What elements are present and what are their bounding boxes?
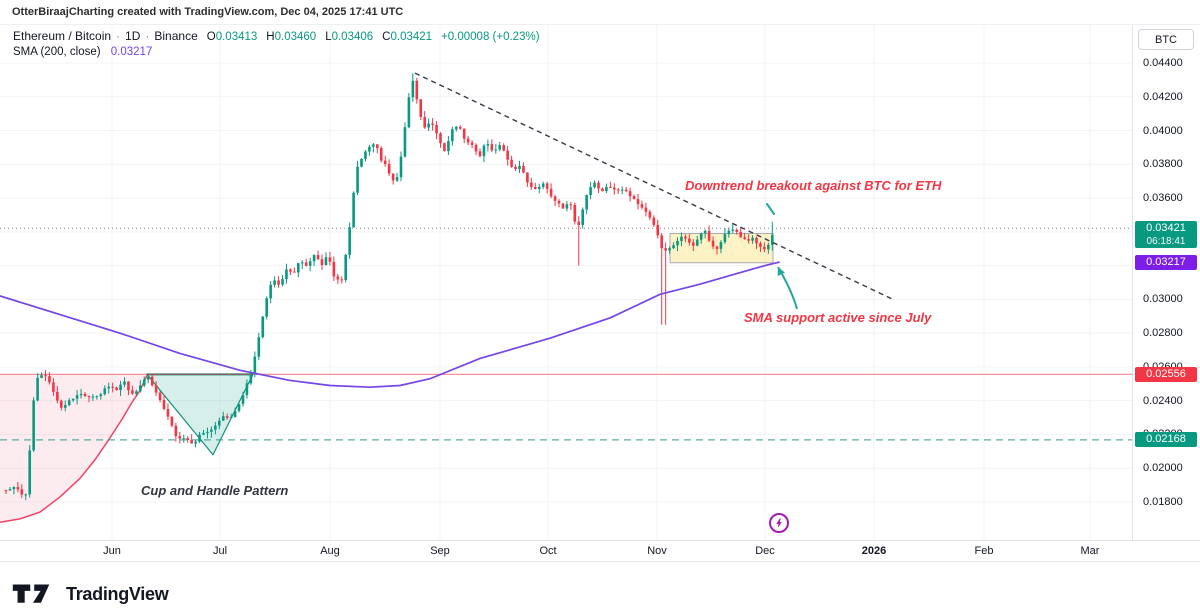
price-tick: 0.02400 <box>1143 394 1183 407</box>
ohlc-pair: H0.03460 <box>266 31 317 43</box>
price-tick: 0.04400 <box>1143 57 1183 69</box>
symbol-legend-row[interactable]: Ethereum / Bitcoin · 1D · Binance O0.03413 H0.… <box>13 29 540 43</box>
sma-value-badge: 0.03217 <box>1135 255 1197 271</box>
indicator-legend-row[interactable]: SMA (200, close) 0.03217 <box>13 46 540 58</box>
price-tick: 0.03800 <box>1143 158 1183 171</box>
downtrend-breakout-label[interactable]: Downtrend breakout against BTC for ETH <box>685 178 942 193</box>
time-axis-label: Jun <box>103 545 121 557</box>
lightning-bolt-icon <box>776 518 782 528</box>
indicator-name[interactable]: SMA (200, close) <box>13 46 101 58</box>
price-tick: 0.04000 <box>1143 124 1183 137</box>
brand-name[interactable]: TradingView <box>66 583 169 604</box>
ohlc-pair: O0.03413 <box>206 31 258 43</box>
time-axis[interactable]: Jun Jul Aug Sep Oct Nov Dec 2026 Feb Mar <box>0 540 1200 562</box>
price-axis[interactable]: BTC 0.04400 0.04200 0.04000 0.03800 0.03600 0… <box>1132 25 1200 562</box>
chart-pane[interactable]: Ethereum / Bitcoin · 1D · Binance O0.03413 H0.… <box>0 25 1132 540</box>
ohlc-pair: L0.03406 <box>325 31 374 43</box>
time-axis-label: Feb <box>974 545 994 557</box>
price-tick: 0.04200 <box>1143 90 1183 103</box>
cup-handle-label[interactable]: Cup and Handle Pattern <box>141 483 289 498</box>
tradingview-logo-icon[interactable] <box>12 582 58 606</box>
time-axis-label: Dec <box>755 545 775 557</box>
time-axis-label: Mar <box>1080 545 1100 557</box>
pane-separator <box>0 24 1200 25</box>
unit-toggle-button[interactable]: BTC <box>1138 29 1194 50</box>
time-axis-label: 2026 <box>861 545 887 557</box>
change-value: +0.00008 (+0.23%) <box>441 31 540 43</box>
interval-label[interactable]: 1D <box>125 29 141 43</box>
time-axis-label: Aug <box>320 545 340 557</box>
sma-support-label[interactable]: SMA support active since July <box>744 310 932 325</box>
chart-legend: Ethereum / Bitcoin · 1D · Binance O0.03413 H0.… <box>13 29 540 58</box>
time-axis-label: Sep <box>430 545 450 557</box>
last-price-badge: 0.03421 06:18:41 <box>1135 220 1197 248</box>
legend-separator: · <box>145 29 150 43</box>
time-axis-label: Jul <box>212 545 228 557</box>
price-tick: 0.01800 <box>1143 495 1183 508</box>
exchange-label[interactable]: Binance <box>154 29 198 43</box>
symbol-title[interactable]: Ethereum / Bitcoin <box>13 29 112 43</box>
resistance-level-badge: 0.02556 <box>1135 366 1197 382</box>
event-lightning-marker[interactable] <box>769 513 789 533</box>
time-axis-label: Oct <box>539 545 557 557</box>
support-level-badge: 0.02168 <box>1135 432 1197 448</box>
legend-separator: · <box>116 29 121 43</box>
indicator-value: 0.03217 <box>110 46 153 58</box>
countdown-timer: 06:18:41 <box>1146 235 1186 247</box>
price-tick: 0.03000 <box>1143 293 1183 306</box>
price-tick: 0.03600 <box>1143 192 1183 205</box>
price-tick: 0.02800 <box>1143 327 1183 340</box>
time-axis-label: Nov <box>647 545 667 557</box>
attribution-text: OtterBiraajCharting created with Trading… <box>12 6 404 18</box>
ohlc-values: O0.03413 H0.03460 L0.03406 C0.03421 <box>198 29 432 43</box>
ohlc-pair: C0.03421 <box>382 31 433 43</box>
price-tick: 0.02000 <box>1143 462 1183 475</box>
footer-branding: TradingView <box>12 582 169 606</box>
candlestick-chart <box>0 25 1132 540</box>
